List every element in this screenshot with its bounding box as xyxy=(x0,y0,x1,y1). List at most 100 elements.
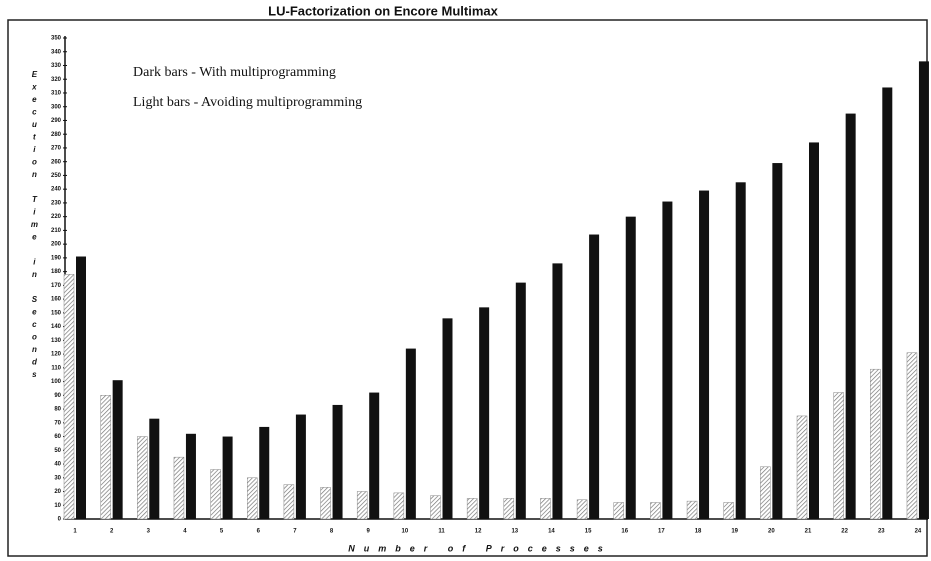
x-tick-label: 7 xyxy=(293,529,297,535)
x-tick-label: 8 xyxy=(330,529,334,535)
x-tick-label: 23 xyxy=(878,529,885,535)
x-tick-label: 4 xyxy=(183,529,187,535)
bar xyxy=(283,484,295,520)
x-tick-label: 16 xyxy=(621,529,628,535)
y-tick-label: 230 xyxy=(51,200,62,206)
bar xyxy=(772,163,783,519)
x-axis-label: Number of Processes xyxy=(348,543,612,553)
y-tick-label: 150 xyxy=(51,310,62,316)
bar xyxy=(320,487,331,520)
y-tick-label: 160 xyxy=(51,297,62,303)
bar xyxy=(259,426,270,519)
y-tick-label: 0 xyxy=(58,517,62,523)
x-tick-label: 22 xyxy=(841,529,848,535)
y-tick-label: 10 xyxy=(54,503,61,509)
bar xyxy=(430,495,441,520)
y-tick-label: 280 xyxy=(51,132,62,138)
bar xyxy=(210,469,221,520)
bar xyxy=(625,216,636,519)
bar xyxy=(442,318,453,519)
bar xyxy=(185,433,196,519)
bar xyxy=(882,87,893,519)
y-tick-label: 310 xyxy=(51,91,62,97)
x-tick-label: 11 xyxy=(438,529,445,535)
bar xyxy=(405,348,416,519)
bar xyxy=(173,456,185,520)
bar xyxy=(796,415,808,520)
y-tick-label: 120 xyxy=(51,352,62,358)
x-tick-label: 3 xyxy=(147,529,151,535)
bar xyxy=(332,404,343,519)
bar xyxy=(137,436,148,520)
y-tick-label: 260 xyxy=(51,159,62,165)
y-tick-label: 320 xyxy=(51,77,62,83)
x-tick-label: 1 xyxy=(73,529,77,535)
bar xyxy=(515,282,526,519)
x-tick-label: 10 xyxy=(402,529,409,535)
y-tick-label: 210 xyxy=(51,228,62,234)
bar xyxy=(247,477,258,520)
bar xyxy=(112,380,123,519)
legend-entry: Light bars - Avoiding multiprogramming xyxy=(133,95,362,110)
y-tick-label: 170 xyxy=(51,283,62,289)
y-tick-label: 80 xyxy=(54,407,61,413)
bar xyxy=(393,492,405,520)
x-tick-label: 21 xyxy=(805,529,812,535)
bar xyxy=(735,182,746,520)
bar xyxy=(686,500,698,520)
y-tick-label: 20 xyxy=(54,489,61,495)
y-tick-label: 270 xyxy=(51,146,62,152)
y-tick-label: 200 xyxy=(51,242,62,248)
bar xyxy=(356,491,368,520)
bar xyxy=(552,263,563,519)
bar xyxy=(369,392,380,519)
bar xyxy=(576,499,588,520)
bar xyxy=(723,502,734,520)
y-tick-label: 180 xyxy=(51,269,62,275)
x-tick-label: 20 xyxy=(768,529,775,535)
chart-title: LU-Factorization on Encore Multimax xyxy=(268,3,498,18)
x-tick-label: 6 xyxy=(257,529,261,535)
y-tick-label: 50 xyxy=(54,448,61,454)
x-tick-label: 15 xyxy=(585,529,592,535)
bar xyxy=(833,392,844,520)
y-tick-label: 350 xyxy=(51,36,62,42)
bar xyxy=(613,502,624,520)
bar xyxy=(650,502,661,520)
y-tick-label: 240 xyxy=(51,187,62,193)
bar xyxy=(699,190,710,519)
x-tick-label: 17 xyxy=(658,529,665,535)
y-tick-label: 60 xyxy=(54,434,61,440)
x-tick-label: 12 xyxy=(475,529,482,535)
y-tick-label: 330 xyxy=(51,63,62,69)
bar xyxy=(222,436,233,519)
x-tick-label: 13 xyxy=(511,529,518,535)
x-tick-label: 19 xyxy=(731,529,738,535)
bar xyxy=(906,352,918,520)
y-tick-label: 300 xyxy=(51,104,62,110)
x-tick-label: 2 xyxy=(110,529,114,535)
y-tick-label: 140 xyxy=(51,324,62,330)
bar xyxy=(845,113,856,519)
y-tick-label: 190 xyxy=(51,255,62,261)
x-tick-label: 24 xyxy=(915,529,922,535)
y-tick-label: 220 xyxy=(51,214,62,220)
x-tick-label: 9 xyxy=(367,529,371,535)
y-tick-label: 340 xyxy=(51,49,62,55)
y-tick-label: 30 xyxy=(54,475,61,481)
bar xyxy=(295,414,306,519)
x-tick-label: 5 xyxy=(220,529,224,535)
y-tick-label: 290 xyxy=(51,118,62,124)
x-tick-label: 18 xyxy=(695,529,702,535)
bar xyxy=(100,395,111,520)
y-tick-label: 130 xyxy=(51,338,62,344)
bar xyxy=(76,256,86,519)
bar xyxy=(466,498,478,520)
y-axis-label: Execution Time in Seconds xyxy=(30,70,39,383)
bar xyxy=(479,307,490,519)
y-tick-label: 90 xyxy=(54,393,61,399)
bar xyxy=(809,142,819,519)
bar xyxy=(503,498,515,520)
y-tick-label: 70 xyxy=(54,420,61,426)
